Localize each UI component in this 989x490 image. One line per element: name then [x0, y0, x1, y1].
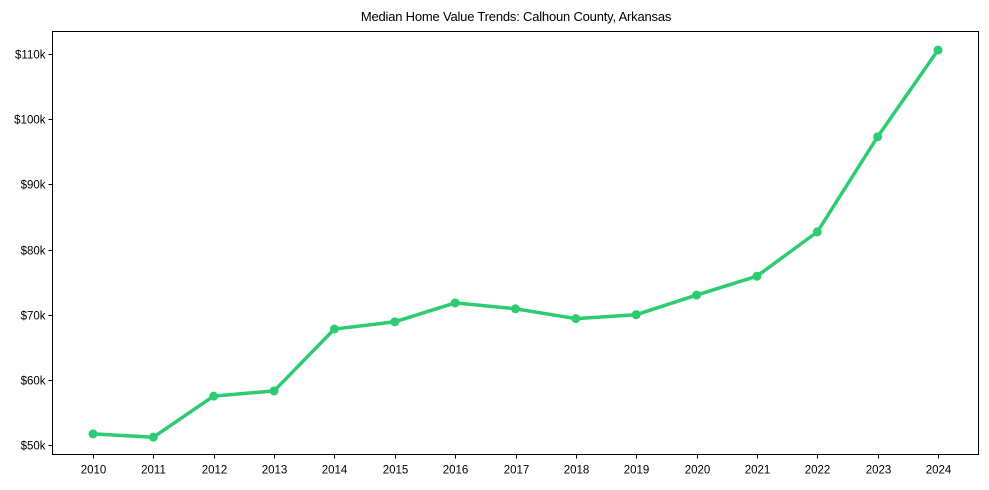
data-point-marker — [692, 290, 702, 300]
data-point-marker — [511, 304, 520, 314]
data-point-marker — [329, 324, 339, 334]
x-tick-label: 2022 — [805, 465, 831, 477]
x-tick-label: 2018 — [564, 465, 590, 477]
chart-title: Median Home Value Trends: Calhoun County… — [360, 9, 672, 24]
x-tick-label: 2024 — [926, 465, 952, 477]
data-point-marker — [873, 132, 883, 142]
data-point-marker — [269, 386, 279, 396]
x-tick-label: 2019 — [624, 465, 650, 477]
data-point-marker — [812, 227, 822, 237]
data-markers — [88, 45, 943, 442]
data-point-marker — [148, 432, 158, 442]
data-point-marker — [933, 45, 943, 55]
data-point-marker — [450, 298, 460, 308]
data-point-marker — [571, 314, 581, 324]
x-tick-label: 2012 — [202, 465, 228, 477]
data-point-marker — [209, 391, 219, 401]
y-tick-label: $100k — [14, 115, 46, 127]
y-tick-label: $90k — [21, 180, 46, 192]
y-axis: $50k $60k $70k $80k $90k $100k $110k — [14, 50, 53, 453]
x-tick-label: 2011 — [141, 465, 166, 477]
x-tick-label: 2017 — [504, 465, 530, 477]
x-axis: 2010 2011 2012 2013 2014 2015 2016 2017 2018 2019… — [81, 454, 952, 477]
x-tick-label: 2023 — [866, 465, 892, 477]
y-tick-label: $50k — [21, 441, 46, 453]
x-tick-label: 2015 — [383, 465, 409, 477]
data-point-marker — [631, 310, 641, 320]
x-tick-label: 2016 — [443, 465, 469, 477]
series-line — [91, 48, 940, 439]
x-tick-label: 2013 — [262, 465, 288, 477]
y-tick-label: $110k — [15, 50, 46, 62]
plot-area-frame — [52, 31, 979, 455]
data-point-marker — [390, 317, 400, 327]
x-tick-label: 2020 — [685, 465, 711, 477]
data-point-marker — [752, 271, 762, 281]
y-tick-label: $60k — [21, 376, 46, 388]
x-tick-label: 2010 — [81, 465, 107, 477]
data-point-marker — [88, 429, 98, 439]
y-tick-label: $80k — [21, 246, 46, 258]
x-tick-label: 2014 — [322, 465, 348, 477]
x-tick-label: 2021 — [745, 465, 771, 477]
y-tick-label: $70k — [21, 311, 46, 323]
